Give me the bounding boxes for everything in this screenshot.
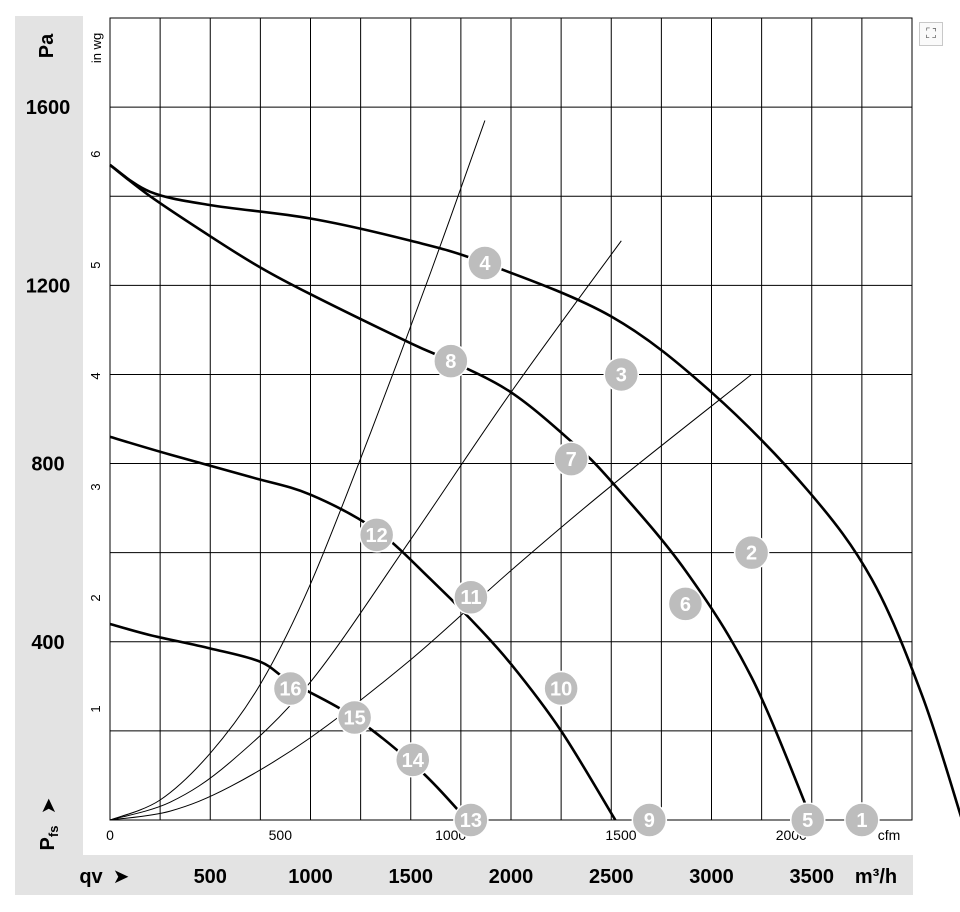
marker-label: 8 [445,351,456,373]
flow-tick-label: 1000 [288,866,333,888]
flow-tick-label: 3500 [790,866,835,888]
marker-circle [395,742,431,778]
operating-point-marker: 3 [603,356,640,393]
marker-circle [733,534,770,571]
cfm-tick-label: 0 [106,827,114,843]
cfm-tick-label: 500 [269,827,293,843]
operating-point-marker: 1 [844,802,880,838]
left-axis-label: Pa [36,33,58,58]
operating-point-marker: 7 [553,441,589,477]
system-curve [109,374,752,821]
flow-tick-label: 500 [194,866,227,888]
fan-curve [109,163,813,821]
marker-label: 6 [680,594,691,616]
y-arrow-icon: ➤ [36,798,60,815]
flow-tick-label: 2500 [589,866,634,888]
flow-tick-label: 1500 [389,866,434,888]
marker-circle [603,356,640,393]
inwg-tick-label: 5 [88,261,103,268]
y-symbol: Pfs [37,826,61,851]
bottom-axis-label: m³/h [855,866,897,888]
y-symbol-main: P [37,837,59,850]
marker-label: 9 [644,810,655,832]
operating-point-marker: 9 [631,802,668,838]
inner-bottom-axis-label: cfm [878,827,901,843]
operating-point-marker: 13 [453,802,489,838]
marker-circle [336,699,373,736]
plot-frame [109,17,913,821]
marker-circle [453,579,489,615]
marker-label: 3 [616,364,627,386]
marker-circle [543,670,579,707]
operating-point-marker: 15 [336,699,373,736]
marker-circle [667,586,704,622]
inwg-tick-label: 2 [88,594,103,601]
bottom-axis-panel [15,855,913,895]
cfm-tick-label: 1500 [605,827,636,843]
operating-point-marker: 2 [733,534,770,571]
pa-tick-label: 800 [31,454,64,476]
operating-point-marker: 16 [272,670,309,707]
marker-label: 5 [802,810,813,832]
inwg-tick-label: 4 [88,372,103,379]
inner-left-axis-label: in wg [89,33,104,63]
marker-circle [453,802,489,838]
pa-tick-label: 1600 [26,97,71,119]
marker-circle [553,441,589,477]
marker-circle [789,802,826,838]
x-arrow-icon: ➤ [113,864,130,888]
marker-label: 12 [366,525,388,547]
marker-circle [467,245,503,281]
y-symbol-sub: fs [46,826,61,838]
marker-label: 4 [479,253,491,275]
marker-label: 10 [550,679,572,701]
operating-point-marker: 6 [667,586,704,622]
marker-label: 14 [402,750,425,772]
fan-curve [109,163,960,818]
operating-point-marker: 4 [467,245,503,281]
left-axis-panel [15,16,83,866]
pa-tick-label: 1200 [26,275,71,297]
inwg-tick-label: 3 [88,483,103,490]
expand-button[interactable]: ⛶ [919,22,943,46]
inwg-tick-label: 1 [88,705,103,712]
x-symbol: qv [79,866,103,888]
pa-tick-label: 400 [31,632,64,654]
system-curve [109,240,622,821]
marker-label: 11 [460,587,481,609]
operating-point-marker: 12 [358,517,395,553]
operating-point-marker: 11 [453,579,489,615]
fan-curve [109,435,617,821]
operating-point-marker: 10 [543,670,579,707]
operating-point-marker: 14 [395,742,431,778]
grid [110,18,912,820]
marker-label: 13 [460,810,482,832]
svg-text:Pfs: Pfs [37,826,61,851]
flow-tick-label: 2000 [489,866,534,888]
inwg-tick-label: 6 [88,150,103,157]
operating-point-marker: 8 [433,343,469,379]
marker-circle [358,517,395,553]
marker-circle [433,343,469,379]
expand-icon: ⛶ [926,26,936,42]
marker-label: 2 [746,543,757,565]
marker-circle [631,802,668,838]
marker-circle [272,670,309,707]
marker-label: 7 [566,449,577,471]
operating-point-marker: 5 [789,802,826,838]
marker-label: 1 [856,810,867,832]
system-curve [109,120,486,821]
marker-circle [844,802,880,838]
flow-tick-label: 3000 [689,866,734,888]
marker-label: 15 [343,708,365,730]
marker-label: 16 [279,679,301,701]
